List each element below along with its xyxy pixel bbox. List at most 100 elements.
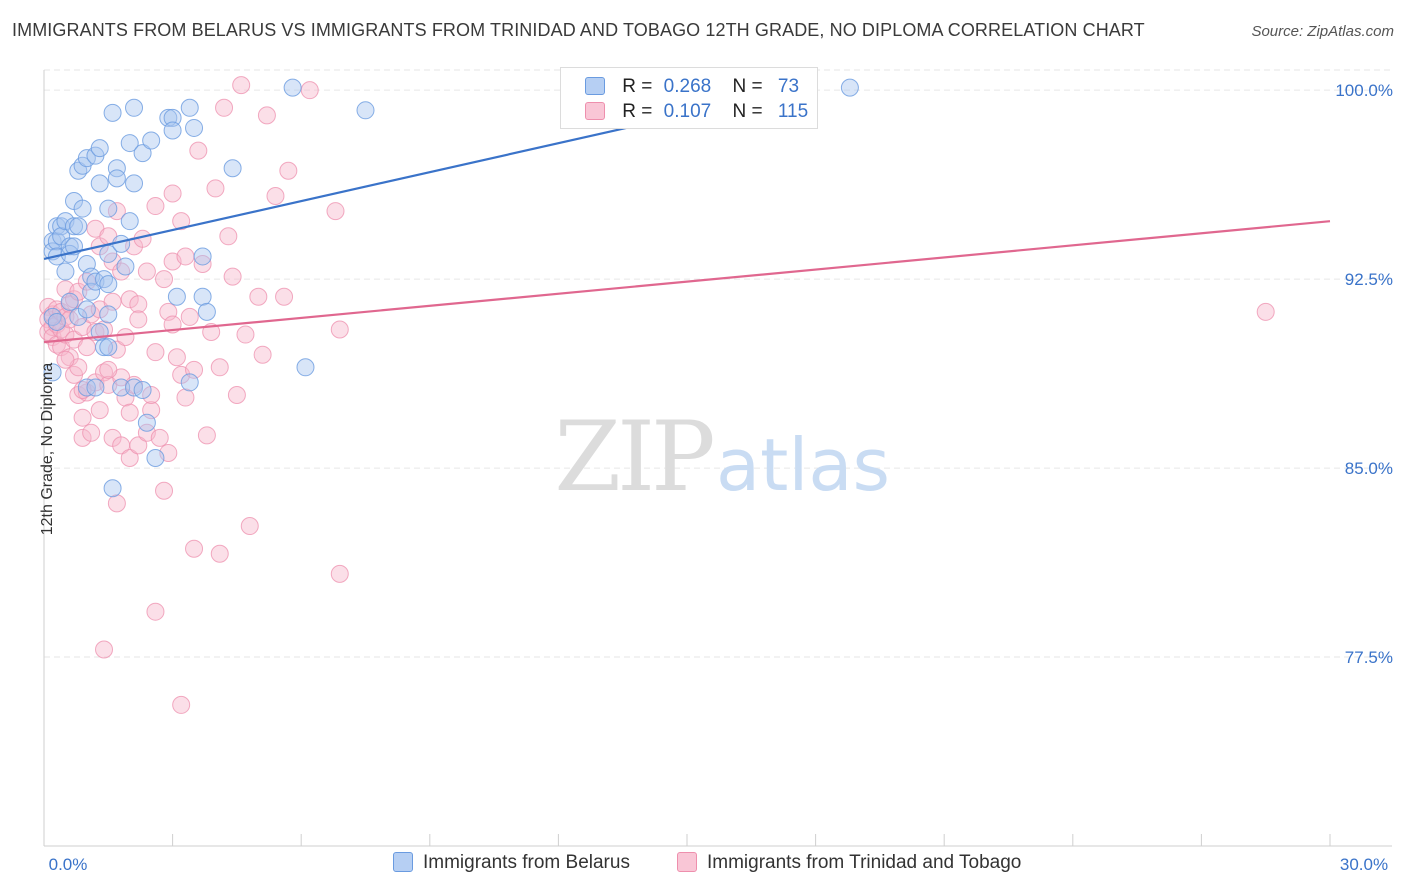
belarus-point: [43, 232, 62, 251]
trinidad-point: [279, 161, 298, 180]
trinidad-point: [223, 267, 242, 286]
y-tick-label: 77.5%: [1345, 648, 1393, 667]
belarus-point: [137, 413, 156, 432]
belarus-point: [60, 292, 79, 311]
belarus-point: [197, 302, 216, 321]
trinidad-point: [180, 307, 199, 326]
trinidad-point: [129, 436, 148, 455]
x-tick-label: 30.0%: [1340, 855, 1388, 874]
trinidad-point: [1256, 302, 1275, 321]
legend-label-belarus: Immigrants from Belarus: [423, 852, 630, 873]
belarus-point: [133, 144, 152, 163]
belarus-point: [133, 380, 152, 399]
belarus-point: [193, 247, 212, 266]
legend-row-belarus: R = 0.268 N = 73: [585, 76, 799, 100]
grid-lines: [44, 69, 1392, 658]
belarus-point: [103, 103, 122, 122]
belarus-point: [73, 199, 92, 218]
belarus-point: [99, 199, 118, 218]
belarus-point: [163, 121, 182, 140]
trinidad-point: [249, 287, 268, 306]
belarus-point: [107, 169, 126, 188]
belarus-point: [116, 257, 135, 276]
legend-n-value: 73: [777, 76, 800, 97]
trinidad-point: [95, 640, 114, 659]
legend-label-trinidad: Immigrants from Trinidad and Tobago: [707, 852, 1022, 873]
trinidad-point: [163, 184, 182, 203]
trinidad-point: [326, 202, 345, 221]
belarus-point: [56, 262, 75, 281]
watermark: ZIP atlas: [554, 401, 890, 513]
axes: [43, 70, 1392, 847]
belarus-point: [193, 287, 212, 306]
trinidad-point: [189, 141, 208, 160]
legend-n-value: 115: [777, 101, 809, 122]
trinidad-point: [155, 270, 174, 289]
trinidad-point: [120, 449, 139, 467]
belarus-point: [86, 378, 105, 397]
trinidad-point: [73, 408, 92, 427]
legend-swatch-trinidad: [585, 102, 605, 120]
trinidad-point: [99, 360, 118, 379]
belarus-point: [146, 449, 165, 467]
belarus-point: [125, 174, 144, 193]
trinidad-point: [82, 423, 101, 442]
trinidad-point: [146, 602, 165, 621]
trinidad-point: [300, 81, 319, 100]
belarus-point: [65, 217, 84, 236]
legend-item-belarus[interactable]: Immigrants from Belarus: [393, 852, 630, 874]
trinidad-point: [275, 287, 294, 306]
belarus-point: [99, 338, 118, 357]
trinidad-point: [197, 426, 216, 445]
legend-n-label: N =: [732, 76, 763, 97]
trinidad-point: [206, 179, 225, 198]
trinidad-point: [56, 350, 75, 369]
legend-item-trinidad[interactable]: Immigrants from Trinidad and Tobago: [677, 852, 1021, 874]
legend-swatch-trinidad: [677, 852, 697, 872]
trinidad-point: [330, 320, 349, 339]
belarus-point: [142, 131, 161, 150]
series-belarus-points: [43, 78, 859, 498]
belarus-point: [120, 212, 139, 231]
belarus-point: [99, 275, 118, 294]
stats-legend: R = 0.268 N = 73 R = 0.107 N = 115: [560, 67, 818, 129]
belarus-point: [296, 358, 315, 377]
legend-r-label: R =: [622, 76, 653, 97]
y-tick-label: 85.0%: [1345, 459, 1393, 478]
x-tick-label: 0.0%: [49, 855, 88, 874]
legend-swatch-belarus: [585, 77, 605, 95]
trinidad-point: [193, 255, 212, 273]
trinidad-point: [330, 564, 349, 583]
trinidad-point: [185, 539, 204, 558]
belarus-point: [43, 363, 62, 382]
trinidad-point: [90, 401, 109, 420]
legend-r-value: 0.268: [663, 76, 712, 97]
chart-title: IMMIGRANTS FROM BELARUS VS IMMIGRANTS FR…: [12, 20, 1145, 40]
source-credit: Source: ZipAtlas.com: [1251, 23, 1394, 40]
trinidad-point: [172, 695, 191, 714]
trinidad-point: [73, 428, 92, 447]
legend-n-label: N =: [732, 101, 763, 122]
y-tick-label: 92.5%: [1345, 270, 1393, 289]
belarus-point: [90, 174, 109, 193]
trinidad-point: [107, 494, 126, 513]
belarus-point: [283, 78, 302, 97]
trinidad-point: [150, 428, 169, 447]
belarus-point: [107, 159, 126, 178]
legend-swatch-belarus: [393, 852, 413, 872]
belarus-point: [125, 98, 144, 117]
trinidad-point: [120, 290, 139, 309]
belarus-point: [103, 479, 122, 498]
belarus-point: [112, 378, 131, 397]
trinidad-point: [257, 106, 276, 125]
trinidad-point: [176, 247, 195, 266]
trinidad-point: [215, 98, 234, 117]
belarus-point: [47, 312, 66, 331]
belarus-point: [69, 217, 88, 236]
series-legend: Immigrants from Belarus Immigrants from …: [0, 852, 1406, 878]
belarus-point: [180, 98, 199, 117]
belarus-point: [167, 287, 186, 306]
watermark-atlas: atlas: [716, 423, 890, 507]
legend-r-value: 0.107: [663, 101, 712, 122]
trinidad-point: [129, 295, 148, 314]
